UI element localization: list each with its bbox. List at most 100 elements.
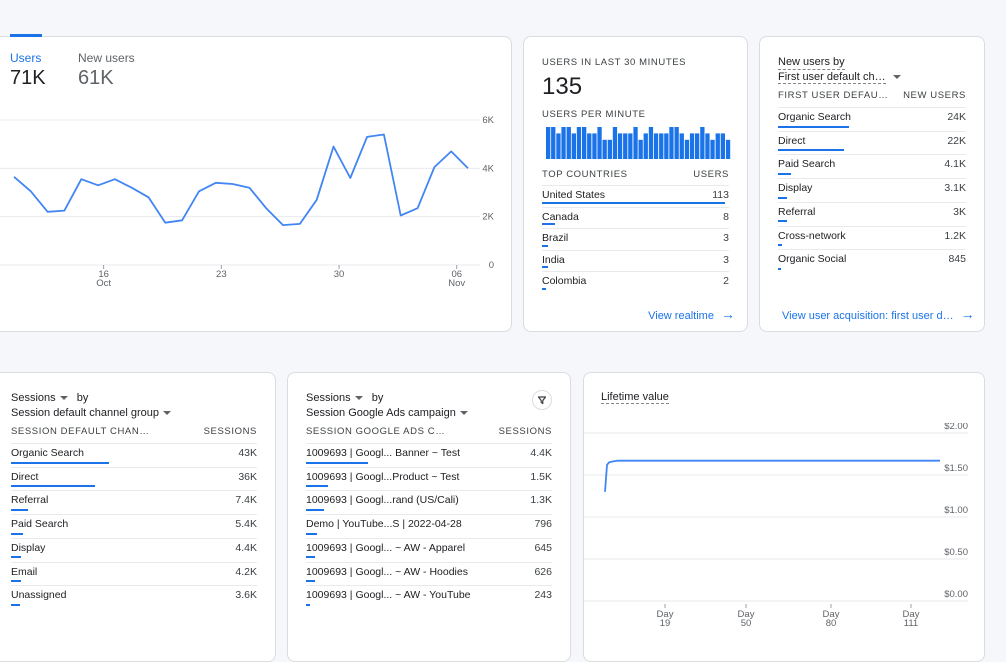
chevron-down-icon	[892, 75, 901, 80]
list-item[interactable]: Colombia 2	[542, 271, 729, 295]
row-label: Display	[778, 182, 813, 195]
row-value: 845	[948, 253, 966, 266]
view-user-acquisition-link[interactable]: View user acquisition: first user d… →	[782, 306, 975, 322]
row-divider	[778, 201, 966, 203]
acquisition-list: Organic Search 24K Direct 22K Paid Search 4.1…	[778, 107, 966, 277]
row-share-bar	[306, 509, 325, 512]
tab-new-users[interactable]: New users	[78, 51, 135, 65]
view-realtime-link[interactable]: View realtime →	[648, 306, 735, 322]
row-divider	[306, 466, 552, 468]
row-share-bar	[778, 196, 788, 199]
campaign-list: 1009693 | Googl... Banner ~ Test 4.4K 1009…	[306, 443, 552, 613]
filter-button[interactable]	[532, 390, 552, 410]
lifetime-value-chart: $2.00$1.50$1.00$0.50$0.00Day19Day50Day80…	[584, 423, 968, 629]
row-label: 1009693 | Googl...Product ~ Test	[306, 470, 460, 483]
row-divider	[306, 490, 552, 492]
acquisition-title[interactable]: New users by First user default ch…	[778, 55, 901, 84]
row-label: Organic Search	[11, 447, 84, 459]
acquisition-title-line2: First user default ch…	[778, 71, 886, 84]
row-divider	[11, 537, 257, 539]
row-value: 4.2K	[235, 565, 257, 578]
row-label: 1009693 | Googl... ~ AW - YouTube	[306, 589, 471, 602]
list-item[interactable]: Cross-network 1.2K	[778, 225, 966, 250]
list-item[interactable]: Referral 3K	[778, 201, 966, 226]
list-item[interactable]: Organic Search 43K	[11, 443, 257, 467]
row-share-bar	[11, 532, 24, 535]
row-value: 8	[723, 210, 729, 223]
realtime-users-value: 135	[542, 73, 583, 100]
arrow-right-icon: →	[721, 306, 735, 322]
row-value: 626	[534, 565, 552, 578]
list-item[interactable]: Demo | YouTube...S | 2022-04-28 796	[306, 514, 552, 538]
minute-bar	[710, 139, 715, 159]
list-item[interactable]: India 3	[542, 249, 729, 274]
minute-bar	[607, 139, 612, 159]
list-item[interactable]: Organic Search 24K	[778, 107, 966, 131]
campaign-col2-header: SESSIONS	[498, 426, 552, 437]
list-item[interactable]: Display 4.4K	[11, 537, 257, 562]
row-divider	[542, 271, 729, 272]
countries-list: United States 113 Canada 8 Brazil 3 India 3 Colo…	[542, 185, 729, 295]
list-item[interactable]: Display 3.1K	[778, 178, 966, 202]
x-tick-label: 06	[451, 269, 462, 280]
minute-bar	[546, 127, 551, 159]
list-item[interactable]: 1009693 | Googl...rand (US/Cali) 1.3K	[306, 490, 552, 514]
campaign-col1-header: SESSION GOOGLE ADS C…	[306, 426, 446, 437]
tab-users[interactable]: Users	[10, 51, 42, 65]
list-item[interactable]: Paid Search 4.1K	[778, 154, 966, 178]
list-item[interactable]: United States 113	[542, 185, 729, 209]
row-label: Paid Search	[778, 158, 836, 171]
minute-bar	[571, 133, 576, 159]
minute-bar	[643, 133, 648, 159]
row-share-bar	[11, 580, 21, 583]
minute-bar	[674, 127, 679, 159]
row-divider	[11, 490, 257, 492]
minute-bar	[684, 139, 690, 159]
list-item[interactable]: 1009693 | Googl... ~ AW - Hoodies 626	[306, 561, 552, 586]
list-item[interactable]: 1009693 | Googl... Banner ~ Test 4.4K	[306, 443, 552, 467]
list-item[interactable]: Brazil 3	[542, 228, 729, 252]
list-item[interactable]: Referral 7.4K	[11, 490, 257, 514]
channel-list: Organic Search 43K Direct 36K Referral 7.4K Pa…	[11, 443, 257, 613]
chevron-down-icon	[459, 411, 468, 416]
list-item[interactable]: 1009693 | Googl...Product ~ Test 1.5K	[306, 466, 552, 491]
row-divider	[542, 249, 729, 251]
row-value: 3	[723, 253, 729, 266]
row-value: 2	[723, 275, 729, 287]
row-share-bar	[11, 603, 20, 606]
minute-bar	[664, 133, 669, 159]
lifetime-value-title[interactable]: Lifetime value	[601, 391, 669, 404]
row-value: 243	[534, 589, 552, 602]
row-value: 3.6K	[235, 589, 257, 602]
row-label: Canada	[542, 210, 579, 223]
list-item[interactable]: Organic Social 845	[778, 249, 966, 273]
chevron-down-icon	[354, 396, 363, 401]
row-divider	[11, 561, 257, 563]
y-tick-label: $1.50	[944, 463, 968, 474]
minute-bar	[623, 133, 628, 159]
row-label: Email	[11, 565, 38, 578]
row-divider	[778, 225, 966, 227]
list-item[interactable]: Paid Search 5.4K	[11, 514, 257, 538]
chevron-down-icon	[163, 411, 171, 416]
list-item[interactable]: Canada 8	[542, 206, 729, 231]
list-item[interactable]: Direct 22K	[778, 130, 966, 155]
list-item[interactable]: Direct 36K	[11, 466, 257, 491]
row-share-bar	[306, 556, 316, 559]
row-share-bar	[542, 223, 556, 225]
arrow-right-icon: →	[960, 306, 975, 322]
list-item[interactable]: 1009693 | Googl... ~ AW - YouTube 243	[306, 585, 552, 609]
list-item[interactable]: Unassigned 3.6K	[11, 585, 257, 609]
minute-bar	[597, 127, 602, 159]
row-label: Display	[11, 541, 46, 554]
list-item[interactable]: Email 4.2K	[11, 561, 257, 586]
row-value: 7.4K	[235, 494, 257, 507]
x-tick-label: 23	[216, 269, 227, 280]
row-label: 1009693 | Googl... ~ AW - Apparel	[306, 541, 466, 554]
sessions-campaign-title[interactable]: Sessions by Session Google Ads campaign	[306, 391, 468, 421]
sessions-channel-title[interactable]: Sessions by Session default channel grou…	[11, 391, 171, 421]
list-item[interactable]: 1009693 | Googl... ~ AW - Apparel 645	[306, 537, 552, 562]
row-label: India	[542, 253, 565, 266]
row-value: 24K	[947, 111, 966, 123]
row-divider	[11, 514, 257, 516]
